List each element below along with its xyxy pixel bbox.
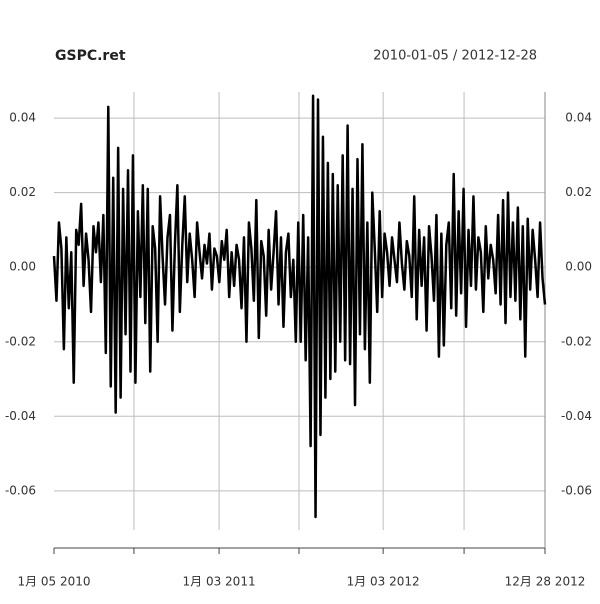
y-tick-label-right: 0.04 [565,111,592,125]
y-tick-label-right: 0.00 [565,260,592,274]
y-tick-label: -0.02 [5,334,36,348]
x-tick-label: 12月 28 2012 [505,575,586,589]
x-tick-label: 1月 05 2010 [17,575,90,589]
y-tick-label: 0.00 [9,260,36,274]
y-tick-label: -0.06 [5,483,36,497]
y-tick-label: -0.04 [5,409,36,423]
chart-title: GSPC.ret [55,48,126,64]
y-tick-label: 0.02 [9,185,36,199]
y-tick-label-right: 0.02 [565,185,592,199]
chart-subtitle: 2010-01-05 / 2012-12-28 [373,49,537,64]
x-tick-label: 1月 03 2011 [183,575,256,589]
x-tick-label: 1月 03 2012 [347,575,420,589]
y-tick-label-right: -0.02 [561,334,592,348]
y-tick-label-right: -0.04 [561,409,592,423]
y-tick-label: 0.04 [9,111,36,125]
series-line [52,94,547,519]
y-tick-label-right: -0.06 [561,483,592,497]
